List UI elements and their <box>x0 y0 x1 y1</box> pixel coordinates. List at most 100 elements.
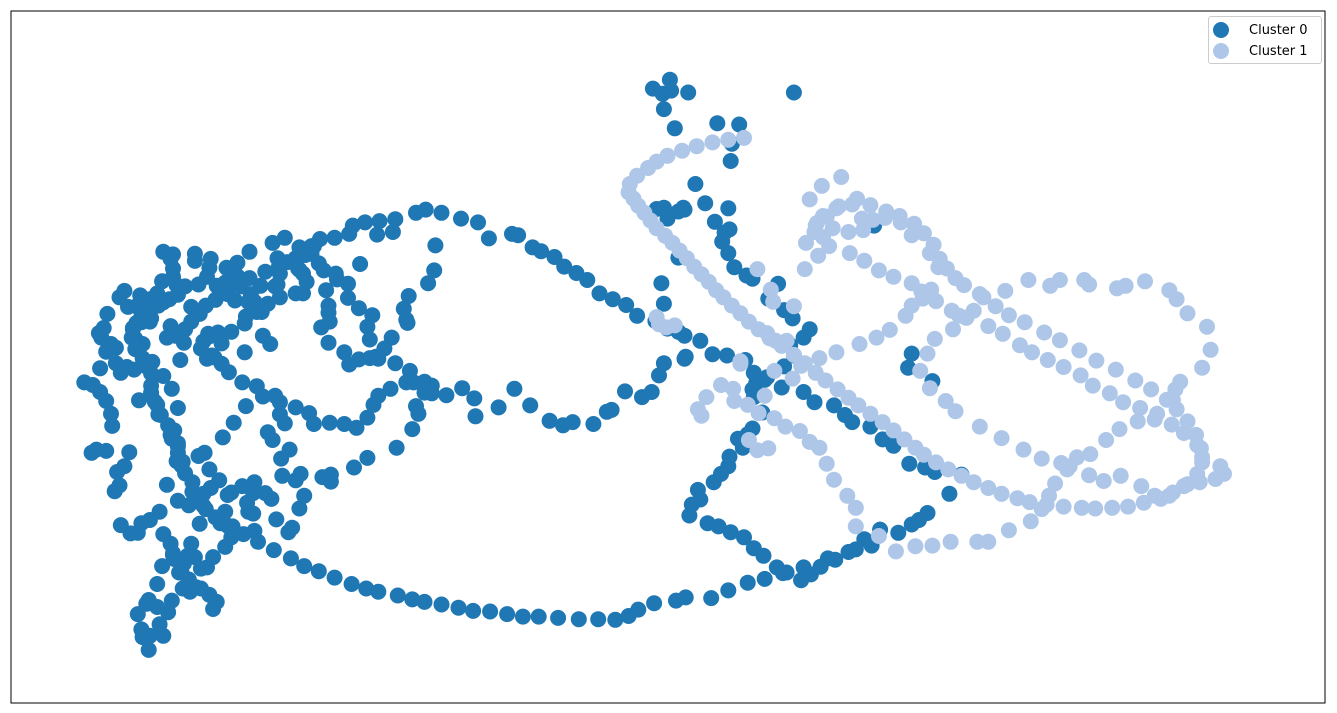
point-cluster-1-75 <box>1022 513 1039 530</box>
point-cluster-0-380 <box>862 418 879 435</box>
point-cluster-0-291 <box>454 380 471 397</box>
point-cluster-1-68 <box>887 543 904 560</box>
point-cluster-0-133 <box>427 237 444 254</box>
point-cluster-1-69 <box>907 538 924 555</box>
point-cluster-0-259 <box>99 305 116 322</box>
point-cluster-0-171 <box>284 519 301 536</box>
point-cluster-0-464 <box>326 569 343 586</box>
point-cluster-1-114 <box>971 418 988 435</box>
point-cluster-0-172 <box>291 500 308 517</box>
point-cluster-1-177 <box>1036 324 1053 341</box>
point-cluster-1-149 <box>928 293 944 310</box>
point-cluster-0-493 <box>819 550 836 567</box>
point-cluster-0-67 <box>223 323 240 340</box>
point-cluster-0-105 <box>267 278 284 295</box>
point-cluster-0-408 <box>480 230 497 247</box>
point-cluster-0-401 <box>568 265 585 281</box>
point-cluster-0-498 <box>903 345 920 362</box>
point-cluster-1-61 <box>811 439 828 456</box>
point-cluster-0-458 <box>235 526 252 543</box>
point-cluster-1-37 <box>851 336 868 352</box>
point-cluster-1-222 <box>773 337 790 354</box>
point-cluster-1-17 <box>833 169 850 185</box>
legend-marker-cluster-0 <box>1213 22 1229 38</box>
point-cluster-1-130 <box>1212 458 1229 475</box>
point-cluster-0-419 <box>326 229 343 246</box>
point-cluster-0-285 <box>370 387 387 404</box>
point-cluster-0-269 <box>175 334 192 351</box>
point-cluster-0-218 <box>180 571 197 588</box>
point-cluster-0-288 <box>405 374 422 391</box>
point-cluster-0-154 <box>346 459 362 476</box>
point-cluster-1-176 <box>1016 314 1033 331</box>
point-cluster-0-303 <box>617 383 633 400</box>
point-cluster-0-68 <box>201 328 218 345</box>
point-cluster-0-89 <box>169 400 186 416</box>
point-cluster-0-297 <box>541 412 558 429</box>
point-cluster-1-164 <box>878 203 895 220</box>
point-cluster-0-227 <box>223 484 240 501</box>
point-cluster-0-213 <box>149 576 166 592</box>
point-cluster-1-112 <box>937 393 954 409</box>
point-cluster-1-11 <box>796 261 813 278</box>
point-cluster-0-501 <box>687 176 704 192</box>
point-cluster-1-207 <box>940 461 957 478</box>
point-cluster-1-36 <box>868 329 885 346</box>
point-cluster-1-201 <box>1021 494 1038 511</box>
point-cluster-0-214 <box>154 558 171 575</box>
point-cluster-1-220 <box>796 355 813 372</box>
point-cluster-1-141 <box>1055 359 1072 375</box>
point-cluster-0-302 <box>603 401 620 418</box>
point-cluster-1-179 <box>1071 342 1088 359</box>
legend-marker-cluster-1 <box>1213 43 1229 59</box>
point-cluster-0-379 <box>874 431 891 448</box>
point-cluster-0-426 <box>241 270 258 287</box>
point-cluster-0-242 <box>116 458 133 475</box>
point-cluster-0-130 <box>352 256 369 272</box>
point-cluster-1-146 <box>980 318 997 335</box>
point-cluster-1-74 <box>1000 522 1017 539</box>
point-cluster-1-119 <box>1061 458 1078 475</box>
point-cluster-1-92 <box>1179 305 1196 322</box>
point-cluster-0-492 <box>795 559 812 576</box>
point-cluster-0-305 <box>643 384 660 400</box>
point-cluster-0-510 <box>722 153 739 169</box>
point-cluster-0-422 <box>297 247 314 263</box>
point-cluster-0-279 <box>305 416 322 432</box>
point-cluster-1-166 <box>906 215 923 232</box>
point-cluster-1-35 <box>881 321 898 338</box>
point-cluster-0-430 <box>190 276 207 293</box>
point-cluster-1-57 <box>750 405 767 422</box>
point-cluster-0-100 <box>207 291 224 308</box>
point-cluster-0-383 <box>826 397 842 414</box>
point-cluster-0-497 <box>911 512 927 528</box>
point-cluster-1-52 <box>713 377 729 393</box>
point-cluster-0-514 <box>644 80 661 97</box>
point-cluster-0-187 <box>190 448 207 464</box>
point-cluster-1-154 <box>856 252 873 269</box>
point-cluster-1-137 <box>1115 394 1132 411</box>
point-cluster-0-392 <box>692 332 709 349</box>
point-cluster-0-207 <box>140 641 157 658</box>
point-cluster-0-94 <box>131 392 147 409</box>
point-cluster-0-463 <box>310 563 327 580</box>
point-cluster-0-373 <box>941 485 958 502</box>
point-cluster-1-204 <box>980 480 997 496</box>
point-cluster-1-10 <box>785 298 802 315</box>
point-cluster-0-478 <box>550 609 567 626</box>
point-cluster-0-481 <box>607 611 624 628</box>
point-cluster-1-196 <box>1104 499 1121 516</box>
point-cluster-0-468 <box>389 587 406 604</box>
point-cluster-0-414 <box>387 211 404 228</box>
point-cluster-0-39 <box>236 344 253 361</box>
point-cluster-1-5 <box>762 281 779 298</box>
point-cluster-1-197 <box>1087 500 1104 517</box>
point-cluster-0-132 <box>384 224 401 240</box>
point-cluster-0-150 <box>410 405 427 422</box>
point-cluster-0-153 <box>359 449 376 466</box>
point-cluster-1-161 <box>828 200 845 217</box>
point-cluster-0-177 <box>281 441 298 458</box>
point-cluster-0-407 <box>504 225 520 242</box>
point-cluster-1-182 <box>1127 372 1144 389</box>
point-cluster-1-143 <box>1024 344 1040 361</box>
